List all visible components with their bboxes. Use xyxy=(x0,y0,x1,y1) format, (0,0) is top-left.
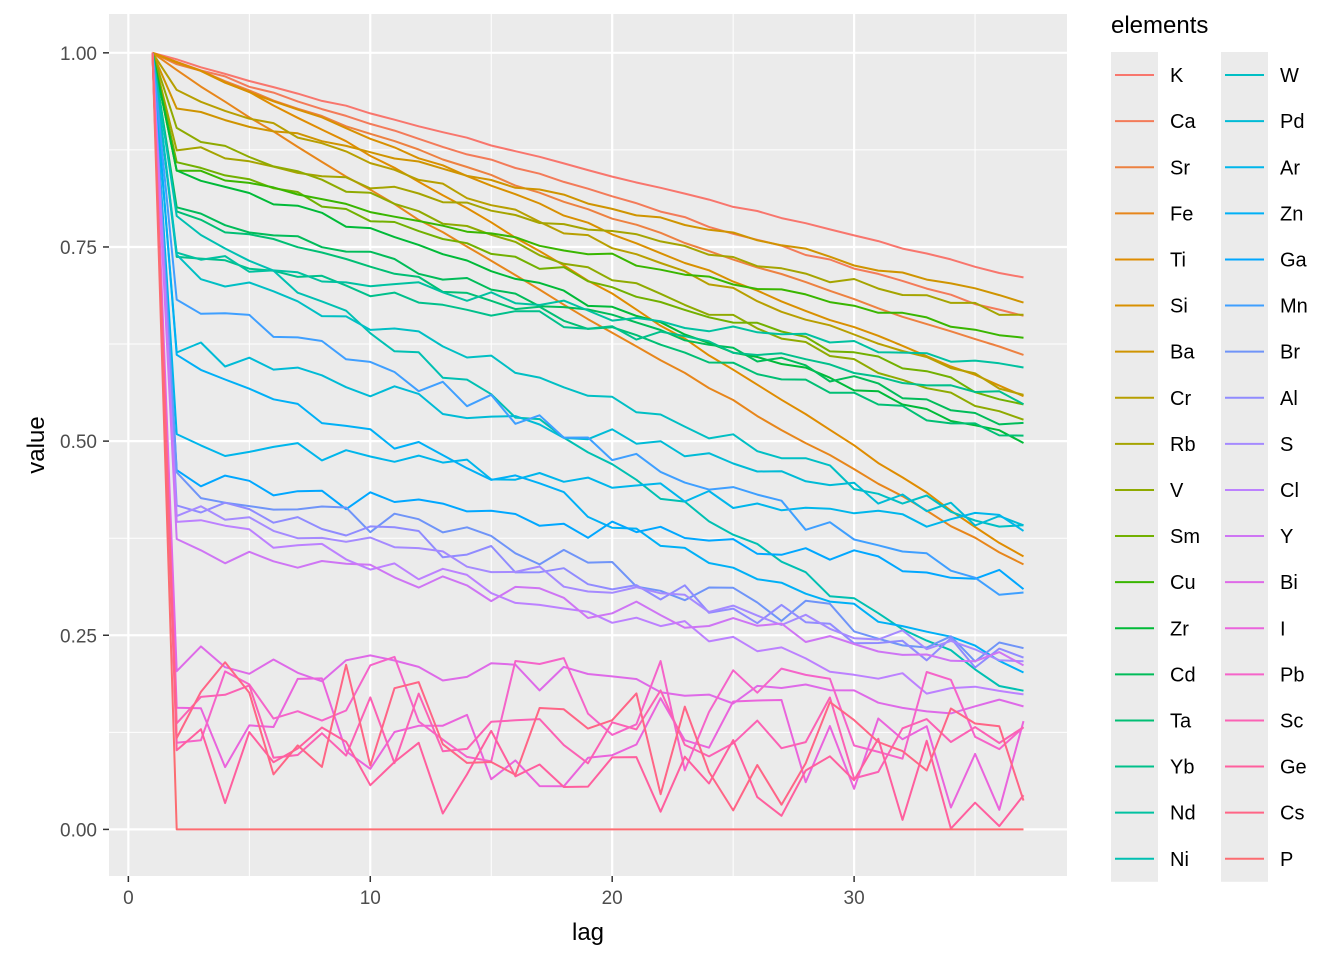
legend-label-Rb: Rb xyxy=(1170,434,1196,456)
series-line-Zn xyxy=(151,52,1024,674)
x-tick-label: 0 xyxy=(123,888,134,909)
series-line-W xyxy=(151,52,1024,528)
series-line-Mn xyxy=(151,52,1024,596)
series-line-Cr xyxy=(151,52,1024,396)
legend-label-Zn: Zn xyxy=(1280,203,1303,225)
legend-label-Cu: Cu xyxy=(1170,572,1196,594)
y-axis: 0.00 0.25 0.50 0.75 1.00 xyxy=(60,44,109,841)
series-line-Si xyxy=(152,51,1024,398)
series-line-K xyxy=(152,51,1024,279)
y-tick-label: 0.25 xyxy=(60,626,97,647)
legend: elements K Ca Sr Fe Ti Si Ba Cr Rb V Sm Cu Zr Cd Ta Yb N… xyxy=(1111,12,1308,882)
series-line-Y xyxy=(151,52,1024,667)
legend-label-Ar: Ar xyxy=(1280,157,1300,179)
legend-label-Al: Al xyxy=(1280,388,1298,410)
series-line-Ge xyxy=(151,52,1025,830)
legend-label-Cd: Cd xyxy=(1170,664,1196,686)
legend-label-Cs: Cs xyxy=(1280,803,1304,825)
legend-label-Pd: Pd xyxy=(1280,111,1304,133)
legend-label-Fe: Fe xyxy=(1170,203,1193,225)
legend-label-V: V xyxy=(1170,480,1184,502)
legend-label-Ga: Ga xyxy=(1280,249,1308,271)
legend-label-Cl: Cl xyxy=(1280,480,1299,502)
series-line-Ba xyxy=(151,52,1024,304)
legend-label-Zr: Zr xyxy=(1170,618,1189,640)
legend-key-column xyxy=(1221,52,1268,882)
series-line-Cu xyxy=(151,52,1024,339)
x-tick-label: 20 xyxy=(602,888,623,909)
legend-label-Sm: Sm xyxy=(1170,526,1200,548)
series-line-Ar xyxy=(151,52,1025,532)
legend-label-Nd: Nd xyxy=(1170,803,1196,825)
series-line-Bi xyxy=(151,52,1024,715)
legend-label-Ni: Ni xyxy=(1170,849,1189,871)
series-line-Nd xyxy=(151,52,1024,369)
series-line-Yb xyxy=(151,52,1024,406)
x-axis-title: lag xyxy=(572,919,604,946)
legend-label-Ca: Ca xyxy=(1170,111,1196,133)
series-line-Cl xyxy=(151,52,1024,696)
legend-label-Pb: Pb xyxy=(1280,664,1304,686)
series-line-S xyxy=(151,52,1024,663)
legend-label-Ba: Ba xyxy=(1170,342,1195,364)
legend-label-W: W xyxy=(1280,65,1299,87)
legend-label-Ge: Ge xyxy=(1280,757,1307,779)
y-tick-label: 0.75 xyxy=(60,238,97,259)
legend-label-Br: Br xyxy=(1280,342,1300,364)
series-line-Pd xyxy=(151,52,1024,527)
legend-label-S: S xyxy=(1280,434,1293,456)
series-line-Cs xyxy=(151,52,1025,812)
legend-label-Sr: Sr xyxy=(1170,157,1190,179)
legend-label-Yb: Yb xyxy=(1170,757,1194,779)
x-tick-label: 30 xyxy=(844,888,865,909)
series-line-V xyxy=(151,52,1024,421)
legend-label-Ti: Ti xyxy=(1170,249,1186,271)
series-line-Ni xyxy=(151,52,1024,692)
series-lines xyxy=(151,51,1025,831)
legend-label-Bi: Bi xyxy=(1280,572,1298,594)
x-tick-label: 10 xyxy=(360,888,381,909)
legend-label-P: P xyxy=(1280,849,1293,871)
legend-label-Si: Si xyxy=(1170,296,1188,318)
series-line-I xyxy=(151,52,1025,811)
legend-label-Sc: Sc xyxy=(1280,710,1303,732)
x-axis: 0 10 20 30 xyxy=(123,876,865,909)
y-axis-title: value xyxy=(23,416,50,473)
legend-key-column xyxy=(1111,52,1158,882)
legend-label-K: K xyxy=(1170,65,1184,87)
series-line-Zr xyxy=(151,52,1024,444)
series-line-Sc xyxy=(151,52,1025,780)
legend-label-Mn: Mn xyxy=(1280,296,1308,318)
series-line-Al xyxy=(151,52,1024,669)
y-tick-label: 1.00 xyxy=(60,44,97,65)
y-tick-label: 0.00 xyxy=(60,820,97,841)
series-line-Ca xyxy=(152,51,1024,317)
series-line-Ga xyxy=(151,52,1025,590)
series-line-Fe xyxy=(151,51,1024,566)
series-line-Sm xyxy=(151,52,1024,406)
series-line-Rb xyxy=(151,52,1024,316)
legend-title: elements xyxy=(1111,12,1208,39)
plot-panel xyxy=(109,14,1067,876)
series-line-Pb xyxy=(151,52,1025,772)
legend-label-Y: Y xyxy=(1280,526,1293,548)
series-line-P xyxy=(151,52,1024,831)
legend-label-Ta: Ta xyxy=(1170,710,1192,732)
legend-label-I: I xyxy=(1280,618,1286,640)
y-tick-label: 0.50 xyxy=(60,432,97,453)
legend-label-Cr: Cr xyxy=(1170,388,1191,410)
